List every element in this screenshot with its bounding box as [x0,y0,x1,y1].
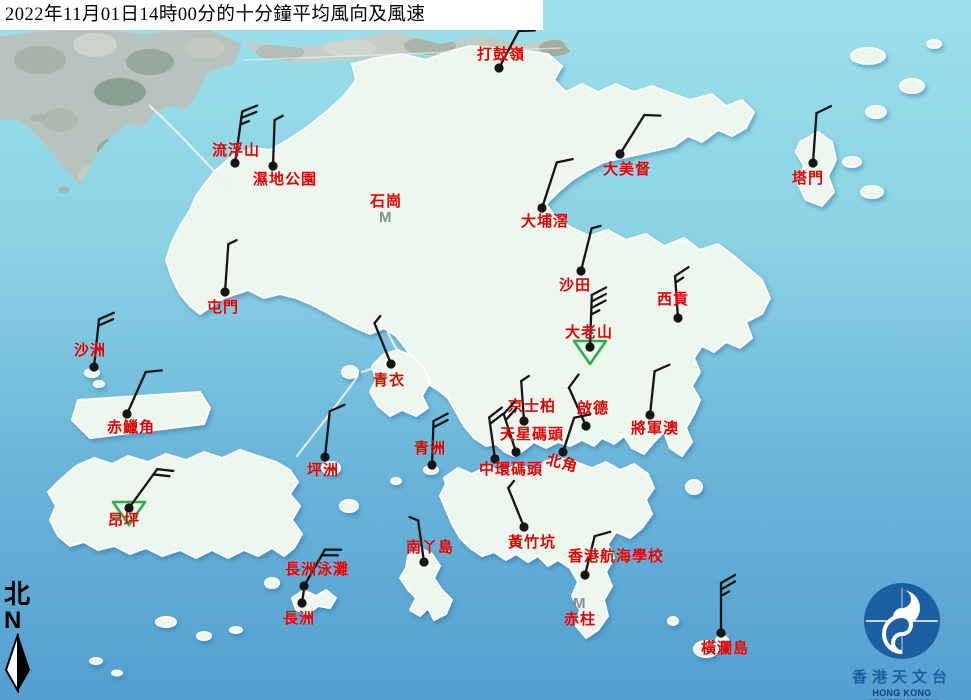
station-label-tseung-kwan-o: 將軍澳 [631,419,680,437]
station-label-sai-kung: 西貢 [657,290,690,308]
hko-logo-english: HONG KONG OBSERVATORY [867,688,938,700]
compass-north-latin: N [4,607,22,634]
north-compass: 北 N [2,582,38,693]
wind-barb-wetland-park [268,114,284,171]
wind-barb-cheung-chau [297,584,307,608]
station-label-tap-mun: 塔門 [792,169,825,187]
station-label-chek-lap-kok: 赤鱲角 [107,418,156,436]
wind-barb-tai-mei-tuk [615,113,662,159]
map-title: 2022年11月01日14時00分的十分鐘平均風向及風速 [0,0,543,30]
wind-barb-waglan-island [716,573,737,638]
tap-mun-island [795,131,837,207]
hko-logo-icon [864,583,940,659]
station-label-sha-tin: 沙田 [559,276,592,294]
station-label-green-island: 青洲 [414,439,447,457]
station-label-lau-fau-shan: 流浮山 [212,141,261,159]
station-label-kings-park: 京士柏 [508,397,557,415]
station-label-hk-sea-school: 香港航海學校 [568,547,665,565]
station-label-tsing-yi: 青衣 [373,371,406,389]
station-label-tates-cairn: 大老山 [565,323,614,341]
station-label-ngong-ping: 昂坪 [108,511,141,529]
missing-data-marker-stanley: M [573,595,586,612]
hko-logo-chinese: 香港天文台 [851,668,952,686]
wind-barb-lamma-island [408,515,429,567]
wind-barb-lau-fau-shan [230,104,259,168]
north-arrow-icon [4,633,30,693]
missing-data-marker-shek-kong: M [379,209,392,226]
hko-logo: 香港天文台 HONG KONG OBSERVATORY [836,582,968,700]
wind-barb-peng-chau [320,403,346,462]
wind-barb-cheung-chau-beach [299,548,343,591]
wind-barb-ngong-ping [111,468,175,527]
tsing-yi-island [369,349,431,417]
station-label-cheung-chau-beach: 長洲泳灘 [285,560,350,578]
station-label-shek-kong: 石崗 [370,192,403,210]
station-label-sha-chau: 沙洲 [74,341,107,359]
station-label-ta-kwu-ling: 打鼓嶺 [477,45,526,63]
station-label-peng-chau: 坪洲 [307,461,340,479]
wind-barb-tap-mun [808,104,833,168]
wind-barb-tsing-yi [373,314,396,369]
wind-barb-tai-po-kau [537,157,574,213]
lamma-island-shape [399,547,453,621]
station-label-kai-tak: 啟德 [577,399,610,417]
station-label-tuen-mun: 屯門 [207,298,240,316]
station-label-star-ferry-pier: 天星碼頭 [500,425,565,443]
station-label-stanley: 赤柱 [564,610,597,628]
station-label-waglan-island: 橫瀾島 [701,639,750,657]
station-label-tai-po-kau: 大埔滘 [521,212,570,230]
station-label-tai-mei-tuk: 大美督 [603,160,652,178]
compass-north-cjk: 北 [4,580,31,610]
wind-barb-chek-lap-kok [122,369,163,419]
station-label-lamma-island: 南丫島 [406,538,455,556]
station-label-wong-chuk-hang: 黃竹坑 [508,533,557,551]
station-label-wetland-park: 濕地公園 [253,170,318,188]
hong-kong-island [439,457,655,639]
lantau-island [47,449,303,559]
wind-barb-sai-kung [673,265,690,323]
station-label-north-point: 北角 [544,450,580,476]
wind-barb-tuen-mun [220,239,238,297]
station-label-central-pier: 中環碼頭 [479,460,544,478]
station-label-cheung-chau: 長洲 [283,609,316,627]
